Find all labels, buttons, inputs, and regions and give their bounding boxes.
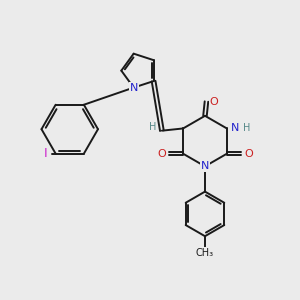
Text: O: O [244, 149, 253, 159]
Text: O: O [157, 149, 166, 159]
Text: N: N [231, 124, 240, 134]
Text: CH₃: CH₃ [196, 248, 214, 258]
Text: H: H [149, 122, 156, 132]
Text: O: O [209, 97, 218, 106]
Text: H: H [243, 124, 250, 134]
Text: N: N [201, 161, 209, 171]
Text: I: I [44, 147, 47, 160]
Text: N: N [130, 82, 138, 93]
